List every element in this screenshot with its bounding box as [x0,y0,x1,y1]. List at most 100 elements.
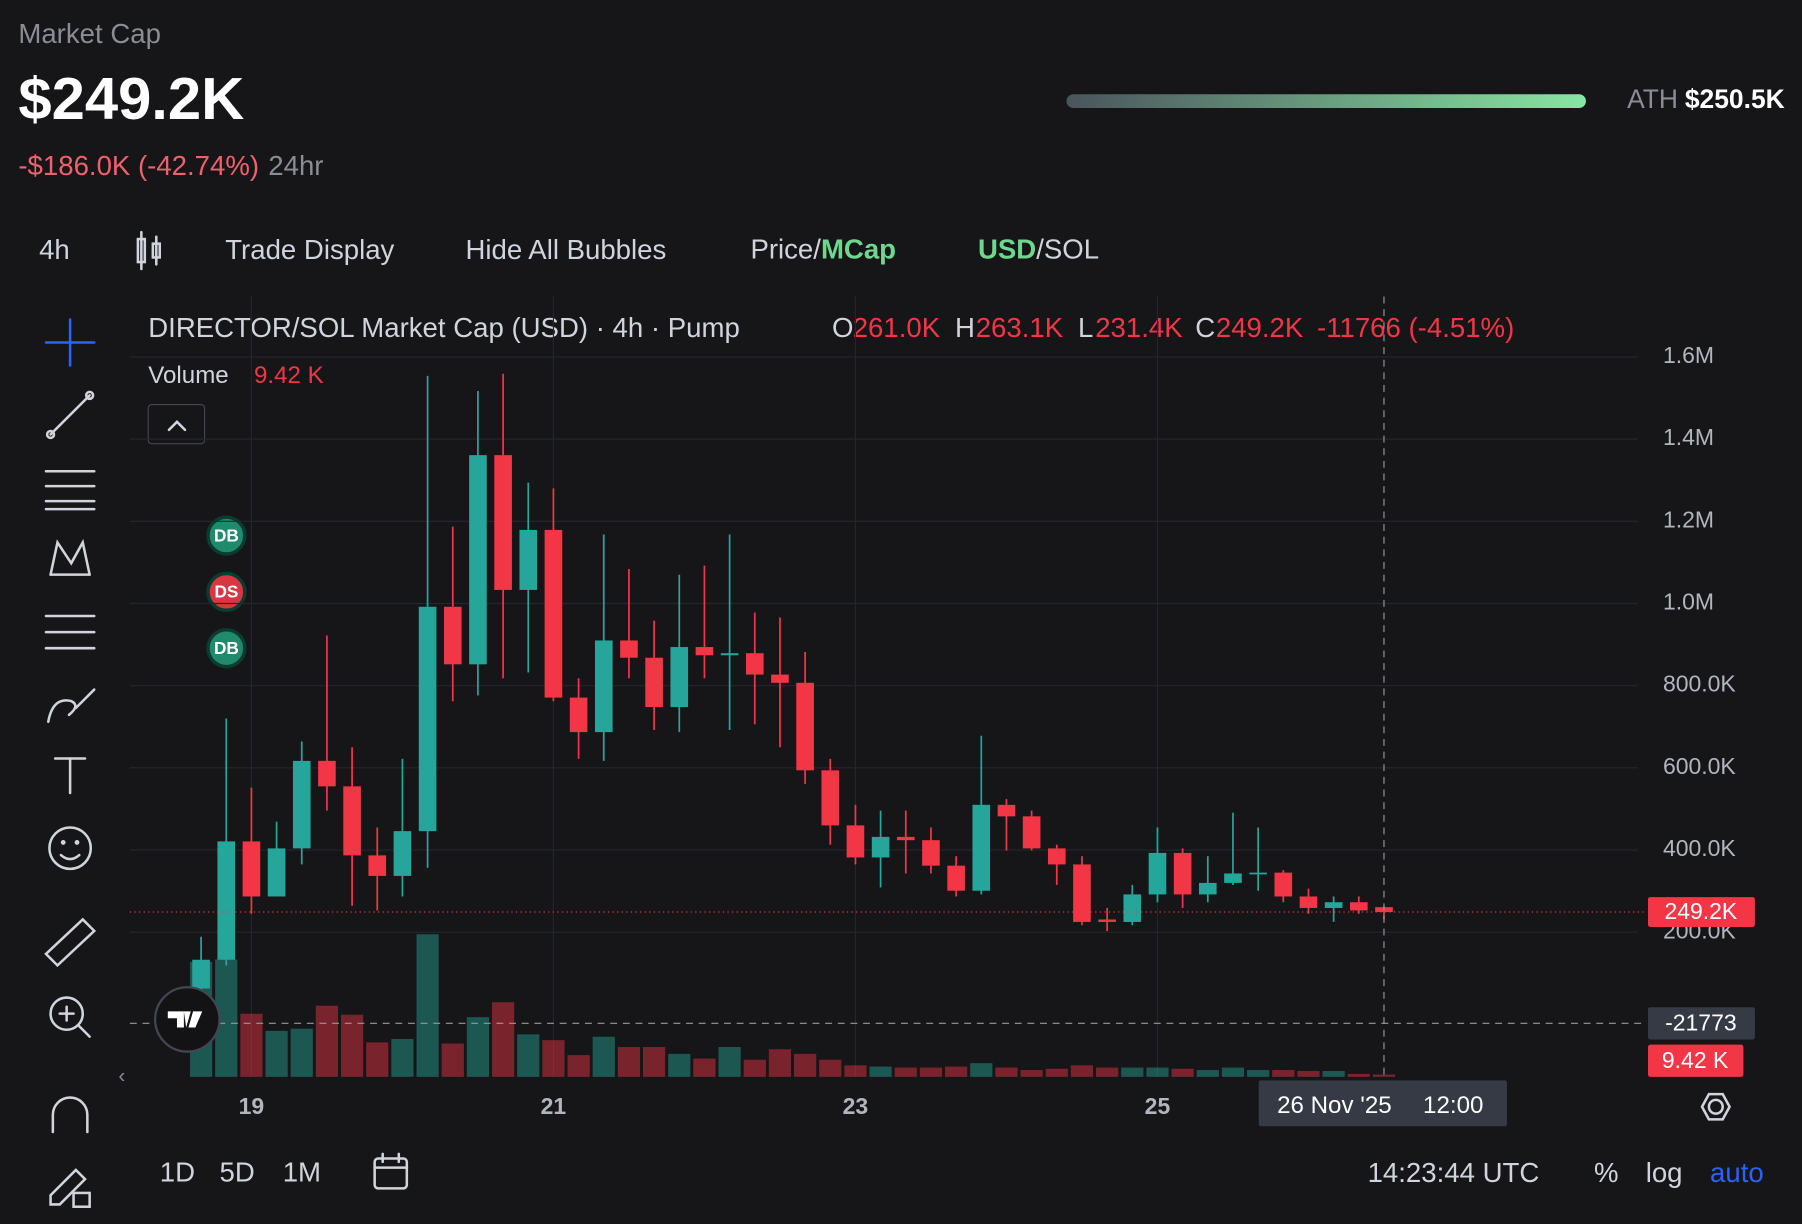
x-tick-label: 23 [843,1093,869,1119]
mcap: MCap [821,234,896,265]
candle-body [292,760,311,849]
text-tool[interactable] [53,757,87,795]
volume-legend: Volume 9.42 K [148,362,323,389]
pattern-tool[interactable] [49,538,91,576]
interval[interactable]: 4h [39,234,70,265]
volume-bar [1171,1068,1194,1077]
bubble-label: DB [214,525,239,545]
candle-body [494,455,512,590]
candle-body [846,825,865,858]
settings-icon[interactable] [1700,1092,1732,1121]
volume-bar [215,959,238,1077]
volume-bar [1372,1074,1396,1077]
change: -$186.0K (-42.74%) [18,150,259,181]
volume-bar [1272,1070,1295,1077]
candle-body [267,848,286,897]
candle-body [318,760,336,787]
plot: 200.0K400.0K600.0K800.0K1.0M1.2M1.4M1.6M… [129,296,1755,1127]
brush-tool[interactable] [47,688,96,724]
crosshair-y-label: -21773 [1665,1010,1737,1036]
volume-value: 9.42 K [254,362,324,389]
y-tick-label: 1.6M [1663,342,1714,368]
lock-tool[interactable] [49,1168,91,1208]
volume-bar [542,1040,565,1077]
collapse-arrow[interactable]: ‹ [118,1064,125,1087]
o-label: O [832,312,853,343]
volume-bar [290,1028,313,1077]
candle-body [519,529,538,590]
candle-body [922,840,940,866]
price-mcap[interactable]: Price/MCap [750,234,896,265]
line-tool[interactable] [45,390,95,440]
volume-bar [315,1005,339,1077]
candle-body [1098,919,1116,922]
candle-icon[interactable] [136,230,162,271]
usd: USD [978,234,1036,265]
ruler-tool[interactable] [44,917,97,968]
candle-body [796,682,814,771]
y-tick-label: 1.2M [1663,506,1714,532]
volume-bar [668,1053,691,1077]
y-tick-label: 1.4M [1663,424,1714,450]
candle-body [192,959,210,989]
log-toggle[interactable]: log [1646,1157,1683,1188]
usd-sol[interactable]: USD/SOL [978,234,1099,265]
range[interactable]: 1D [160,1157,195,1188]
volume-bar [366,1042,389,1077]
drawing-tools [44,318,97,1208]
legend: DIRECTOR/SOL Market Cap (USD) · 4h · Pum… [148,312,1514,343]
candle-body [1047,848,1066,865]
candle-body [418,606,437,832]
collapse-button[interactable] [147,403,206,445]
c-label: C [1195,312,1215,343]
volume-label: Volume [148,362,228,389]
candle-body [569,697,588,733]
candle-body [1198,882,1217,895]
legend-change: -11766 (-4.51%) [1317,312,1514,343]
bubble [206,515,247,556]
x-tick-label: 19 [239,1093,265,1119]
volume-bar [567,1055,590,1077]
crosshair-tool[interactable] [44,318,96,367]
l-label: L [1078,312,1093,343]
volume-bar [919,1067,943,1077]
hide-bubbles[interactable]: Hide All Bubbles [465,234,666,265]
crosshair-date: 26 Nov '25 [1277,1092,1392,1119]
candle-body [242,841,261,897]
candle-body [1073,864,1091,922]
trade-display[interactable]: Trade Display [225,234,394,265]
range[interactable]: 5D [220,1157,255,1188]
volume-bar [995,1067,1018,1077]
volume-bar [340,1014,364,1077]
volume-bar [1347,1073,1370,1077]
candle-body [645,657,663,708]
magnet-tool[interactable] [51,1096,89,1134]
candle-body [670,647,689,708]
x-tick-label: 25 [1145,1093,1171,1119]
candle-body [821,770,840,826]
fib-tool[interactable] [44,469,96,511]
calendar-icon[interactable] [373,1152,409,1190]
auto-toggle[interactable]: auto [1710,1157,1764,1188]
emoji-tool[interactable] [48,826,93,871]
y-tick-label: 800.0K [1663,671,1736,697]
volume-bar [1045,1068,1068,1077]
tv-logo [153,986,221,1053]
forecast-tool[interactable] [44,614,96,650]
volume-bar [592,1036,615,1077]
range[interactable]: 1M [283,1157,321,1188]
volume-bar [1121,1067,1144,1077]
o-value: 261.0K [853,312,941,343]
bubble-label: DB [214,638,239,658]
percent-toggle[interactable]: % [1594,1157,1619,1188]
zoom-tool[interactable] [49,996,91,1038]
volume-bar [1297,1070,1320,1077]
crosshair-time: 12:00 [1423,1092,1483,1119]
l-value: 231.4K [1095,312,1183,343]
volume-bar [240,1013,263,1077]
candle-body [443,606,462,665]
crosshair-date-box [1258,1080,1507,1127]
ath-value: $250.5K [1685,84,1785,114]
